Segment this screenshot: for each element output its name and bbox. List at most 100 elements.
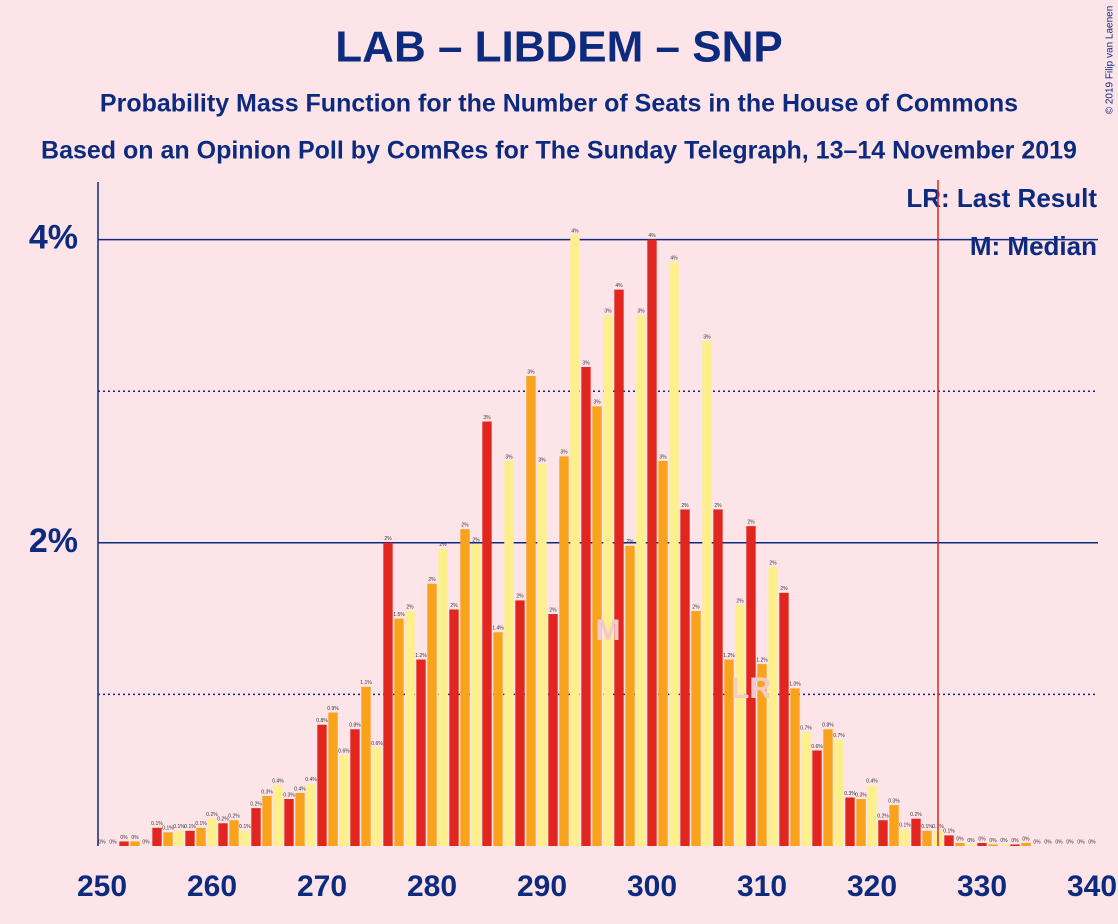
value-label: 0.6% bbox=[371, 741, 383, 747]
value-label: 0.3% bbox=[844, 791, 856, 797]
bar bbox=[911, 818, 921, 846]
x-tick-label: 310 bbox=[737, 870, 787, 903]
x-tick-label: 280 bbox=[407, 870, 457, 903]
value-label: 0.2% bbox=[250, 801, 262, 807]
value-label: 4% bbox=[670, 256, 678, 262]
value-label: 2% bbox=[692, 604, 700, 610]
bar bbox=[724, 659, 734, 846]
subtitle: Based on an Opinion Poll by ComRes for T… bbox=[41, 137, 1077, 165]
bar bbox=[196, 827, 206, 846]
value-label: 2% bbox=[549, 607, 557, 613]
value-label: 0.8% bbox=[349, 723, 361, 729]
value-label: 0.9% bbox=[327, 706, 339, 712]
value-label: 0.1% bbox=[899, 823, 911, 829]
bar bbox=[185, 830, 195, 846]
bar bbox=[691, 611, 701, 846]
bar bbox=[768, 567, 778, 846]
value-label: 0% bbox=[120, 835, 128, 841]
bar bbox=[801, 732, 811, 846]
value-label: 0.4% bbox=[294, 786, 306, 792]
value-label: 2% bbox=[450, 603, 458, 609]
value-label: 0% bbox=[989, 838, 997, 844]
value-label: 0% bbox=[131, 835, 139, 841]
bar bbox=[174, 830, 184, 846]
value-label: 0% bbox=[109, 839, 117, 845]
value-label: 2% bbox=[626, 539, 634, 545]
bar bbox=[592, 406, 602, 846]
value-label: 0% bbox=[978, 836, 986, 842]
x-tick-label: 300 bbox=[627, 870, 677, 903]
value-label: 2% bbox=[472, 538, 480, 544]
bar bbox=[713, 509, 723, 846]
value-label: 0.8% bbox=[822, 723, 834, 729]
bar bbox=[658, 460, 668, 846]
bar bbox=[702, 341, 712, 846]
bar bbox=[779, 592, 789, 846]
bar bbox=[262, 795, 272, 846]
value-label: 0.7% bbox=[800, 726, 812, 732]
bar bbox=[790, 688, 800, 846]
value-label: 3% bbox=[560, 450, 568, 456]
bar bbox=[306, 783, 316, 846]
bar bbox=[460, 529, 470, 846]
value-label: 4% bbox=[571, 228, 579, 234]
legend-entry: LR: Last Result bbox=[906, 183, 1097, 213]
bar bbox=[438, 548, 448, 846]
value-label: 0.1% bbox=[943, 829, 955, 835]
value-label: 0% bbox=[98, 839, 106, 845]
bar bbox=[548, 614, 558, 846]
value-label: 4% bbox=[648, 233, 656, 239]
value-label: 3% bbox=[604, 309, 612, 315]
bar bbox=[823, 729, 833, 846]
bar bbox=[229, 820, 239, 846]
value-label: 3% bbox=[637, 309, 645, 315]
value-label: 2% bbox=[769, 560, 777, 566]
bar bbox=[515, 600, 525, 846]
bar bbox=[493, 632, 503, 846]
value-label: 0.8% bbox=[316, 718, 328, 724]
value-label: 2% bbox=[736, 598, 744, 604]
bar bbox=[218, 823, 228, 846]
bar bbox=[152, 827, 162, 846]
bar bbox=[1010, 844, 1020, 846]
x-tick-label: 320 bbox=[847, 870, 897, 903]
bar bbox=[966, 844, 976, 846]
value-label: 0.3% bbox=[283, 792, 295, 798]
value-label: 0% bbox=[1000, 838, 1008, 844]
bar bbox=[878, 820, 888, 846]
value-label: 3% bbox=[593, 400, 601, 406]
bar bbox=[449, 609, 459, 846]
x-tick-label: 290 bbox=[517, 870, 567, 903]
value-label: 1.2% bbox=[756, 657, 768, 663]
bar bbox=[757, 664, 767, 846]
bar bbox=[955, 842, 965, 846]
value-label: 2% bbox=[516, 594, 524, 600]
bar bbox=[163, 832, 173, 846]
bar bbox=[581, 366, 591, 846]
value-label: 2% bbox=[406, 604, 414, 610]
chart-title: LAB – LIBDEM – SNP bbox=[335, 23, 782, 72]
value-label: 1.2% bbox=[723, 653, 735, 659]
value-label: 4% bbox=[615, 283, 623, 289]
x-tick-label: 330 bbox=[957, 870, 1007, 903]
bar bbox=[922, 830, 932, 846]
value-label: 0% bbox=[1066, 839, 1074, 845]
bar bbox=[372, 747, 382, 846]
value-label: 1.2% bbox=[415, 653, 427, 659]
bar bbox=[207, 818, 217, 846]
legend-entry: M: Median bbox=[970, 231, 1097, 261]
bar bbox=[273, 785, 283, 846]
value-label: 1.4% bbox=[492, 626, 504, 632]
bar bbox=[361, 686, 371, 846]
bar bbox=[614, 289, 624, 846]
value-label: 0% bbox=[1011, 838, 1019, 844]
bar bbox=[856, 799, 866, 846]
x-tick-label: 270 bbox=[297, 870, 347, 903]
bar bbox=[746, 526, 756, 846]
value-label: 2% bbox=[428, 577, 436, 583]
bar bbox=[999, 844, 1009, 846]
value-label: 3% bbox=[582, 360, 590, 366]
bar bbox=[1021, 842, 1031, 846]
value-label: 2% bbox=[384, 536, 392, 542]
